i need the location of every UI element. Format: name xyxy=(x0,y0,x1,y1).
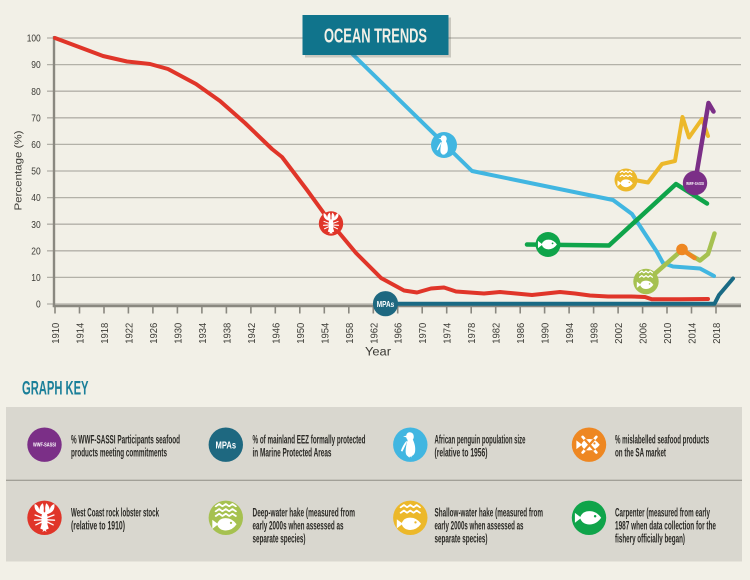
svg-text:OCEAN TRENDS: OCEAN TRENDS xyxy=(324,25,427,48)
svg-text:100: 100 xyxy=(27,34,41,45)
svg-text:fishery officially began): fishery officially began) xyxy=(615,533,685,546)
svg-text:% WWF-SASSI Participants seafo: % WWF-SASSI Participants seafood xyxy=(71,434,180,447)
svg-text:West Coast rock lobster stock: West Coast rock lobster stock xyxy=(71,507,159,520)
svg-text:90: 90 xyxy=(31,60,41,71)
svg-text:1946: 1946 xyxy=(271,322,282,343)
svg-text:60: 60 xyxy=(31,140,41,151)
svg-text:70: 70 xyxy=(31,113,41,124)
svg-text:80: 80 xyxy=(31,87,41,98)
svg-text:1987 when data collection for: 1987 when data collection for the xyxy=(615,520,716,533)
svg-text:MPAs: MPAs xyxy=(377,299,395,309)
svg-text:early 2000s when assessed as: early 2000s when assessed as xyxy=(253,520,344,533)
svg-text:1990: 1990 xyxy=(541,322,552,343)
svg-text:GRAPH KEY: GRAPH KEY xyxy=(22,378,89,399)
svg-text:Shallow-water hake (measured f: Shallow-water hake (measured from xyxy=(435,507,544,520)
svg-text:2006: 2006 xyxy=(639,322,650,343)
svg-text:30: 30 xyxy=(31,220,41,231)
svg-text:% mislabelled seafood products: % mislabelled seafood products xyxy=(615,434,709,447)
svg-text:on the SA market: on the SA market xyxy=(615,447,666,460)
svg-text:1930: 1930 xyxy=(173,322,184,343)
svg-text:1970: 1970 xyxy=(418,322,429,343)
svg-text:early 2000s when assessed as: early 2000s when assessed as xyxy=(435,520,524,533)
svg-text:1958: 1958 xyxy=(345,322,356,343)
svg-text:separate species): separate species) xyxy=(253,533,306,546)
svg-text:1966: 1966 xyxy=(394,322,405,343)
svg-text:1922: 1922 xyxy=(124,322,135,343)
svg-text:1962: 1962 xyxy=(369,322,380,343)
svg-text:1926: 1926 xyxy=(149,322,160,343)
svg-text:1910: 1910 xyxy=(51,322,62,343)
svg-text:1950: 1950 xyxy=(296,322,307,343)
svg-text:1994: 1994 xyxy=(565,322,576,343)
svg-text:1918: 1918 xyxy=(100,322,111,343)
svg-text:20: 20 xyxy=(31,246,41,257)
svg-text:WWF-SASSI: WWF-SASSI xyxy=(33,443,56,449)
svg-text:1938: 1938 xyxy=(222,322,233,343)
svg-text:products meeting commitments: products meeting commitments xyxy=(71,447,167,460)
svg-text:Deep-water hake (measured from: Deep-water hake (measured from xyxy=(253,507,356,520)
svg-text:1982: 1982 xyxy=(492,322,503,343)
svg-text:50: 50 xyxy=(31,167,41,178)
svg-text:MPAs: MPAs xyxy=(216,440,237,451)
svg-text:1934: 1934 xyxy=(198,322,209,343)
svg-text:2002: 2002 xyxy=(614,322,625,343)
svg-text:1998: 1998 xyxy=(590,322,601,343)
svg-text:0: 0 xyxy=(36,300,41,311)
svg-text:in Marine Protected Areas: in Marine Protected Areas xyxy=(253,447,332,460)
svg-text:1978: 1978 xyxy=(467,322,478,343)
svg-text:African penguin population siz: African penguin population size xyxy=(435,434,526,447)
svg-text:(relative to 1956): (relative to 1956) xyxy=(435,447,488,460)
svg-text:10: 10 xyxy=(31,273,41,284)
svg-text:1986: 1986 xyxy=(516,322,527,343)
svg-text:separate species): separate species) xyxy=(435,533,488,546)
svg-text:1954: 1954 xyxy=(320,322,331,343)
svg-text:Year: Year xyxy=(365,347,391,359)
svg-text:40: 40 xyxy=(31,193,41,204)
svg-text:1974: 1974 xyxy=(443,322,454,343)
svg-text:1942: 1942 xyxy=(247,322,258,343)
svg-text:WWF-SASSI: WWF-SASSI xyxy=(686,181,704,186)
svg-text:% of mainland EEZ formally pro: % of mainland EEZ formally protected xyxy=(253,434,366,447)
svg-text:Carpenter (measured from early: Carpenter (measured from early xyxy=(615,507,710,520)
svg-text:(relative to 1910): (relative to 1910) xyxy=(71,520,125,533)
svg-text:2014: 2014 xyxy=(688,322,699,343)
svg-text:2010: 2010 xyxy=(663,322,674,343)
svg-text:Percentage (%): Percentage (%) xyxy=(13,131,25,211)
svg-text:1914: 1914 xyxy=(76,322,87,343)
svg-text:2018: 2018 xyxy=(712,322,723,343)
